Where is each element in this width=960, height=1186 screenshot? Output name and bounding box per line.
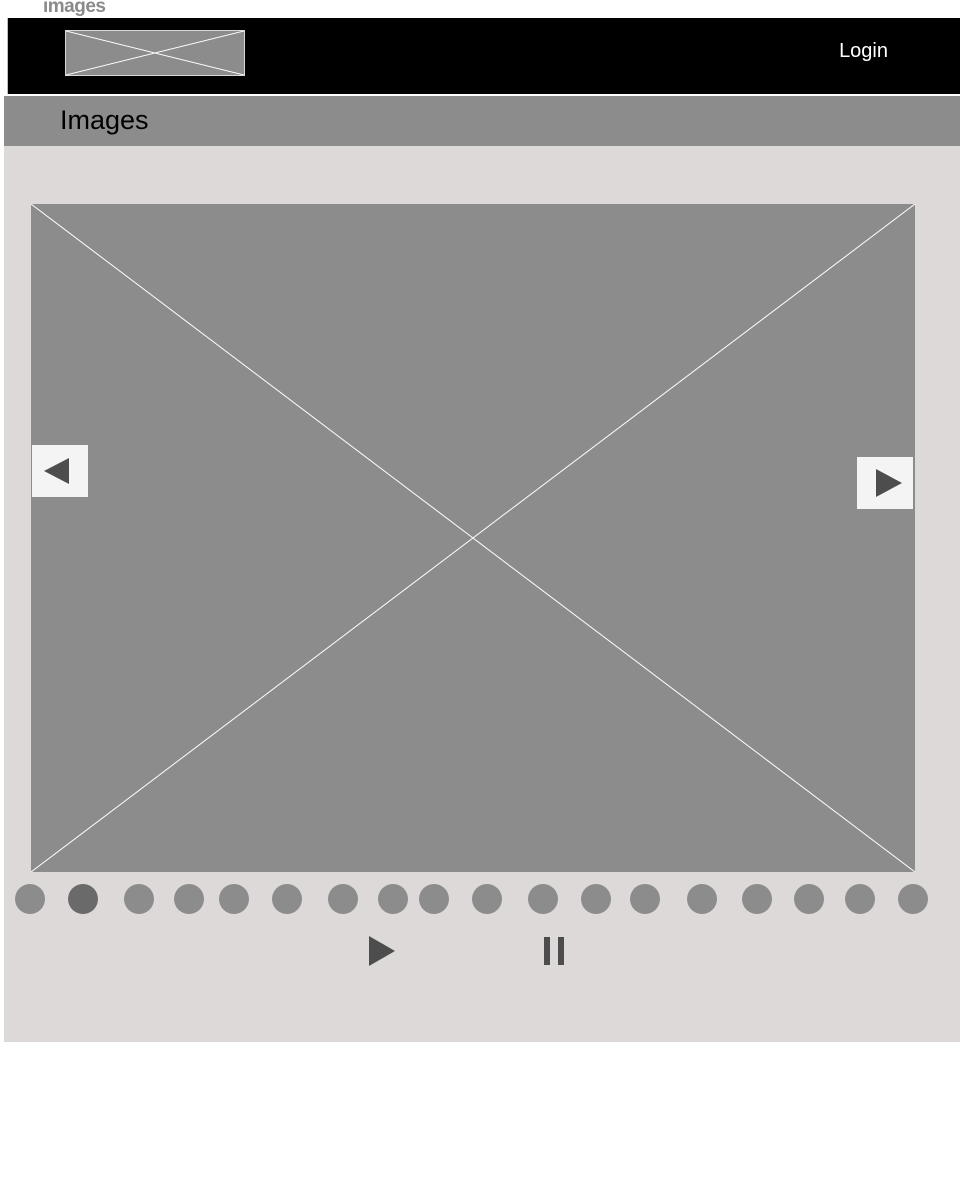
slide-indicator-dot[interactable]	[15, 884, 45, 914]
slide-indicator-dot[interactable]	[68, 884, 98, 914]
slide-indicator-dot[interactable]	[124, 884, 154, 914]
slide-indicator-dot[interactable]	[687, 884, 717, 914]
slide-indicator-dot[interactable]	[794, 884, 824, 914]
previous-slide-button[interactable]	[32, 445, 88, 497]
slide-indicator-dot[interactable]	[630, 884, 660, 914]
slide-indicator-dot[interactable]	[742, 884, 772, 914]
slide-indicator-dot[interactable]	[472, 884, 502, 914]
triangle-right-icon	[876, 469, 902, 497]
slide-indicator-dot[interactable]	[898, 884, 928, 914]
slide-indicator-dot[interactable]	[845, 884, 875, 914]
page-label: images	[43, 0, 106, 17]
pause-icon	[544, 937, 564, 965]
slide-indicator-dot[interactable]	[528, 884, 558, 914]
slide-indicator-dot[interactable]	[419, 884, 449, 914]
triangle-left-icon	[44, 458, 69, 484]
title-bar: Images	[4, 96, 960, 146]
slide-indicator-dot[interactable]	[219, 884, 249, 914]
carousel-area	[4, 146, 960, 1042]
pause-button[interactable]	[540, 934, 570, 968]
slide-indicator-dot[interactable]	[174, 884, 204, 914]
play-icon	[369, 936, 395, 966]
page-title: Images	[60, 105, 149, 135]
slide-indicator-dot[interactable]	[378, 884, 408, 914]
header-bar: Login	[7, 18, 960, 94]
slide-indicator-dot[interactable]	[272, 884, 302, 914]
login-link[interactable]: Login	[839, 40, 888, 62]
slide-indicator-dot[interactable]	[581, 884, 611, 914]
logo-placeholder-icon[interactable]	[65, 30, 245, 76]
slide-image-placeholder-icon	[31, 204, 915, 872]
play-button[interactable]	[366, 934, 398, 968]
next-slide-button[interactable]	[857, 457, 913, 509]
slide-indicator-dot[interactable]	[328, 884, 358, 914]
